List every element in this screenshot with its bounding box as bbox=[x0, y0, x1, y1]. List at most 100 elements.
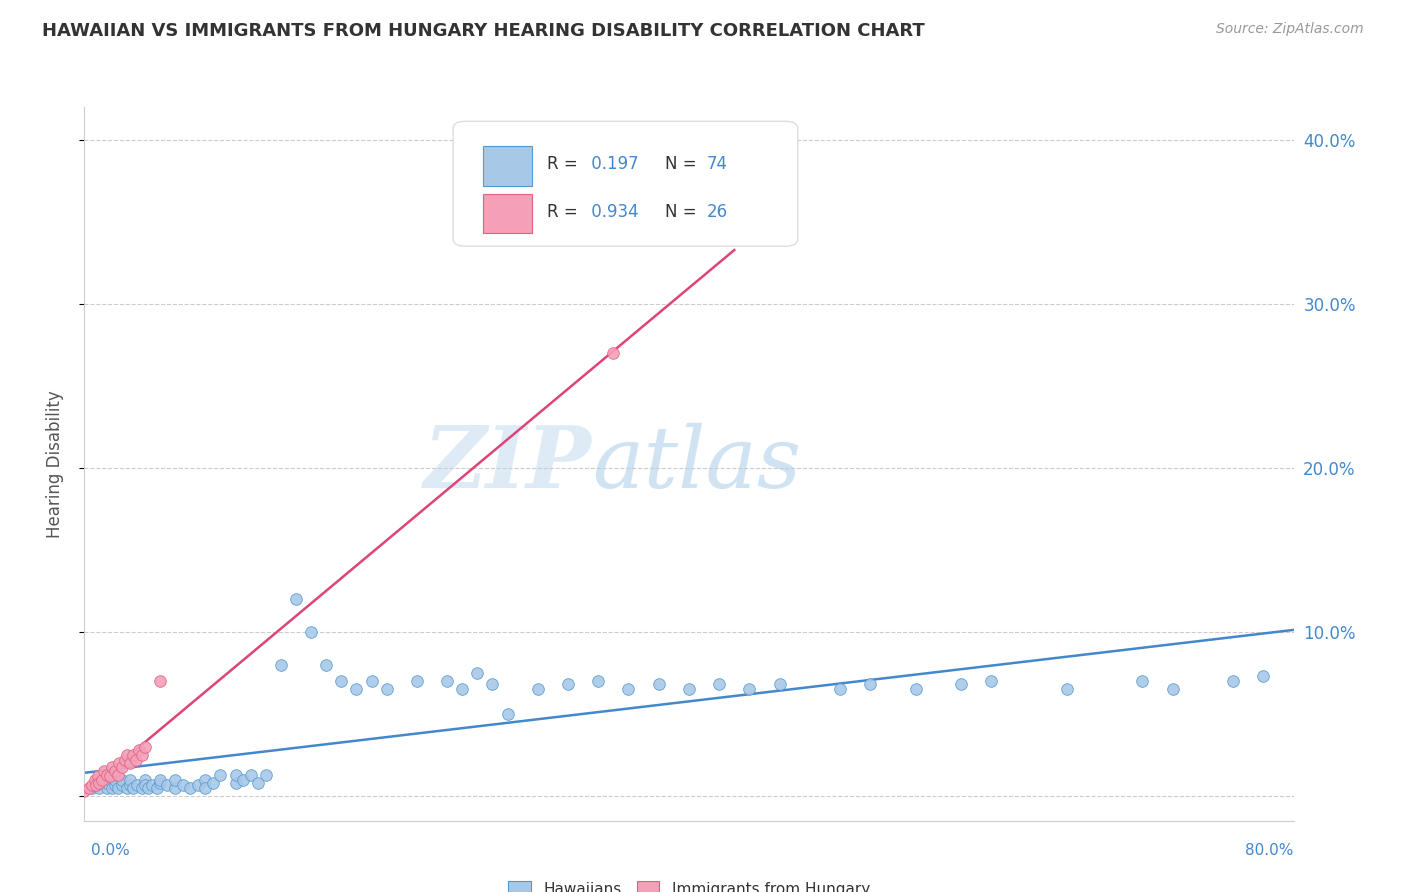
Point bbox=[118, 778, 141, 792]
Point bbox=[134, 739, 156, 754]
Point bbox=[108, 756, 131, 771]
Point bbox=[77, 780, 100, 795]
Text: 80.0%: 80.0% bbox=[1246, 843, 1294, 858]
Point bbox=[165, 772, 187, 787]
Point bbox=[225, 768, 247, 782]
Point bbox=[149, 674, 172, 689]
Point bbox=[496, 706, 519, 721]
Point bbox=[91, 772, 114, 787]
Text: 0.197: 0.197 bbox=[586, 155, 638, 173]
Point bbox=[96, 780, 118, 795]
Point bbox=[104, 764, 127, 779]
Point bbox=[96, 768, 118, 782]
Point bbox=[194, 772, 217, 787]
Point bbox=[950, 677, 973, 691]
FancyBboxPatch shape bbox=[484, 146, 531, 186]
Point bbox=[172, 778, 194, 792]
Point bbox=[467, 665, 489, 680]
Point bbox=[330, 674, 353, 689]
Point bbox=[859, 677, 882, 691]
Point bbox=[111, 772, 134, 787]
Point bbox=[209, 768, 232, 782]
Point bbox=[125, 753, 148, 767]
Point bbox=[80, 780, 103, 795]
Point bbox=[588, 674, 610, 689]
Point bbox=[617, 682, 640, 697]
Point bbox=[115, 780, 138, 795]
Point bbox=[187, 778, 209, 792]
Point bbox=[315, 657, 337, 672]
Point bbox=[104, 772, 127, 787]
Point bbox=[107, 768, 129, 782]
Point bbox=[602, 346, 624, 360]
Point bbox=[481, 677, 503, 691]
Point bbox=[89, 780, 111, 795]
Point bbox=[121, 780, 143, 795]
Point bbox=[104, 778, 127, 792]
Point bbox=[73, 784, 96, 798]
Point bbox=[436, 674, 458, 689]
Point bbox=[830, 682, 852, 697]
Text: Source: ZipAtlas.com: Source: ZipAtlas.com bbox=[1216, 22, 1364, 37]
Point bbox=[232, 772, 254, 787]
Point bbox=[346, 682, 368, 697]
Point bbox=[131, 747, 153, 762]
Point bbox=[360, 674, 382, 689]
Point bbox=[107, 780, 129, 795]
Point bbox=[194, 780, 217, 795]
Text: 0.0%: 0.0% bbox=[91, 843, 131, 858]
Point bbox=[299, 625, 322, 640]
Point bbox=[141, 778, 163, 792]
Point bbox=[225, 776, 247, 790]
Point bbox=[738, 682, 761, 697]
Point bbox=[648, 677, 671, 691]
Point bbox=[118, 756, 141, 771]
Point bbox=[118, 772, 141, 787]
Point bbox=[1130, 674, 1153, 689]
Point bbox=[406, 674, 429, 689]
Text: 26: 26 bbox=[707, 203, 728, 221]
Point bbox=[128, 743, 150, 757]
Point bbox=[149, 776, 172, 790]
Text: N =: N = bbox=[665, 155, 702, 173]
Legend: Hawaiians, Immigrants from Hungary: Hawaiians, Immigrants from Hungary bbox=[502, 874, 876, 892]
Point bbox=[96, 776, 118, 790]
Point bbox=[146, 780, 169, 795]
Point bbox=[93, 764, 115, 779]
Point bbox=[201, 776, 224, 790]
Point bbox=[127, 778, 149, 792]
Text: ZIP: ZIP bbox=[425, 422, 592, 506]
Point bbox=[270, 657, 292, 672]
Point bbox=[98, 769, 121, 783]
Text: R =: R = bbox=[547, 203, 583, 221]
Point bbox=[709, 677, 731, 691]
Point bbox=[121, 747, 143, 762]
Text: N =: N = bbox=[665, 203, 702, 221]
Point bbox=[156, 778, 179, 792]
Point bbox=[89, 776, 111, 790]
Point bbox=[115, 747, 138, 762]
Point bbox=[136, 780, 159, 795]
Point bbox=[179, 780, 201, 795]
Point bbox=[769, 677, 792, 691]
Text: R =: R = bbox=[547, 155, 583, 173]
Point bbox=[678, 682, 700, 697]
Point bbox=[111, 778, 134, 792]
Point bbox=[86, 776, 108, 790]
Point bbox=[134, 772, 156, 787]
Point bbox=[114, 753, 136, 767]
Point bbox=[87, 769, 110, 783]
Point bbox=[1222, 674, 1244, 689]
Y-axis label: Hearing Disability: Hearing Disability bbox=[45, 390, 63, 538]
Point bbox=[84, 772, 107, 787]
Point bbox=[134, 778, 156, 792]
Point bbox=[375, 682, 398, 697]
Text: 0.934: 0.934 bbox=[586, 203, 638, 221]
Point bbox=[131, 780, 153, 795]
Point bbox=[80, 778, 103, 792]
Point bbox=[451, 682, 474, 697]
Point bbox=[980, 674, 1002, 689]
Point bbox=[254, 768, 277, 782]
Point bbox=[100, 759, 122, 773]
Point bbox=[247, 776, 270, 790]
